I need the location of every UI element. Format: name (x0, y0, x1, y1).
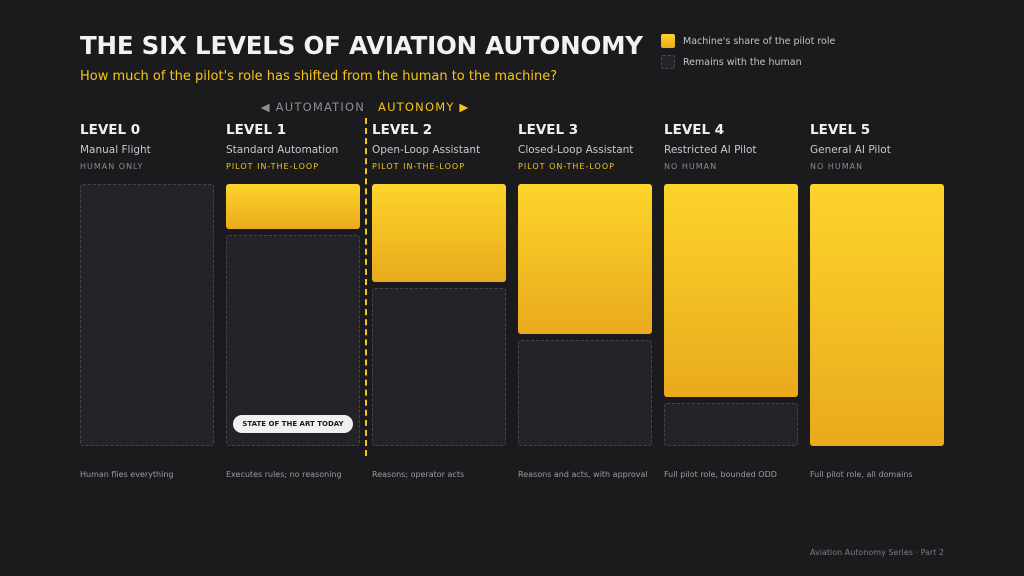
level-description: Open-Loop Assistant (372, 144, 481, 156)
level-bar-area (80, 184, 214, 446)
machine-share-bar (810, 184, 944, 446)
level-description: Closed-Loop Assistant (518, 144, 634, 156)
level-name: LEVEL 0 (80, 122, 141, 138)
human-share-bar (80, 184, 214, 446)
level-caption: Full pilot role, all domains (810, 470, 913, 479)
machine-share-bar (372, 184, 506, 282)
axis-label-autonomy: AUTONOMY ▶ (378, 100, 470, 114)
legend: Machine's share of the pilot role Remain… (661, 34, 835, 76)
level-caption: Human flies everything (80, 470, 174, 479)
automation-autonomy-divider (365, 118, 367, 456)
axis-label-automation: ◀ AUTOMATION (260, 100, 365, 114)
level-description: Restricted AI Pilot (664, 144, 757, 156)
level-role: PILOT IN-THE-LOOP (372, 162, 466, 171)
machine-share-bar (226, 184, 360, 229)
footer-series-label: Aviation Autonomy Series · Part 2 (810, 548, 944, 557)
level-bar-area (518, 184, 652, 446)
level-role: HUMAN ONLY (80, 162, 144, 171)
human-share-bar (226, 235, 360, 446)
level-name: LEVEL 2 (372, 122, 433, 138)
machine-share-bar (664, 184, 798, 397)
level-column: LEVEL 3 Closed-Loop Assistant PILOT ON-T… (518, 0, 652, 576)
level-bar-area (372, 184, 506, 446)
level-caption: Executes rules; no reasoning (226, 470, 342, 479)
page-title: THE SIX LEVELS OF AVIATION AUTONOMY (80, 31, 643, 60)
level-role: NO HUMAN (810, 162, 864, 171)
human-share-bar (372, 288, 506, 446)
level-bar-area (810, 184, 944, 446)
level-column: LEVEL 4 Restricted AI Pilot NO HUMAN Ful… (664, 0, 798, 576)
level-caption: Full pilot role, bounded ODD (664, 470, 777, 479)
level-name: LEVEL 4 (664, 122, 725, 138)
level-column: LEVEL 5 General AI Pilot NO HUMAN Full p… (810, 0, 944, 576)
level-role: PILOT IN-THE-LOOP (226, 162, 320, 171)
level-description: Manual Flight (80, 144, 151, 156)
level-description: General AI Pilot (810, 144, 891, 156)
level-caption: Reasons and acts, with approval (518, 470, 648, 479)
human-share-bar (518, 340, 652, 446)
level-column: LEVEL 2 Open-Loop Assistant PILOT IN-THE… (372, 0, 506, 576)
level-name: LEVEL 5 (810, 122, 871, 138)
level-name: LEVEL 1 (226, 122, 287, 138)
human-share-bar (664, 403, 798, 446)
level-name: LEVEL 3 (518, 122, 579, 138)
level-description: Standard Automation (226, 144, 339, 156)
level-role: NO HUMAN (664, 162, 718, 171)
legend-item-machine: Machine's share of the pilot role (661, 34, 835, 48)
level-column: LEVEL 1 Standard Automation PILOT IN-THE… (226, 0, 360, 576)
level-bar-area (226, 184, 360, 446)
legend-item-human: Remains with the human (661, 55, 835, 69)
level-caption: Reasons; operator acts (372, 470, 465, 479)
page-subtitle: How much of the pilot's role has shifted… (80, 69, 558, 84)
machine-share-bar (518, 184, 652, 334)
level-bar-area (664, 184, 798, 446)
legend-swatch-human (661, 55, 675, 69)
legend-swatch-machine (661, 34, 675, 48)
state-of-the-art-badge: STATE OF THE ART TODAY (233, 415, 353, 433)
level-role: PILOT ON-THE-LOOP (518, 162, 615, 171)
legend-label-human: Remains with the human (683, 56, 802, 68)
level-column: LEVEL 0 Manual Flight HUMAN ONLY Human f… (80, 0, 214, 576)
legend-label-machine: Machine's share of the pilot role (683, 35, 836, 47)
